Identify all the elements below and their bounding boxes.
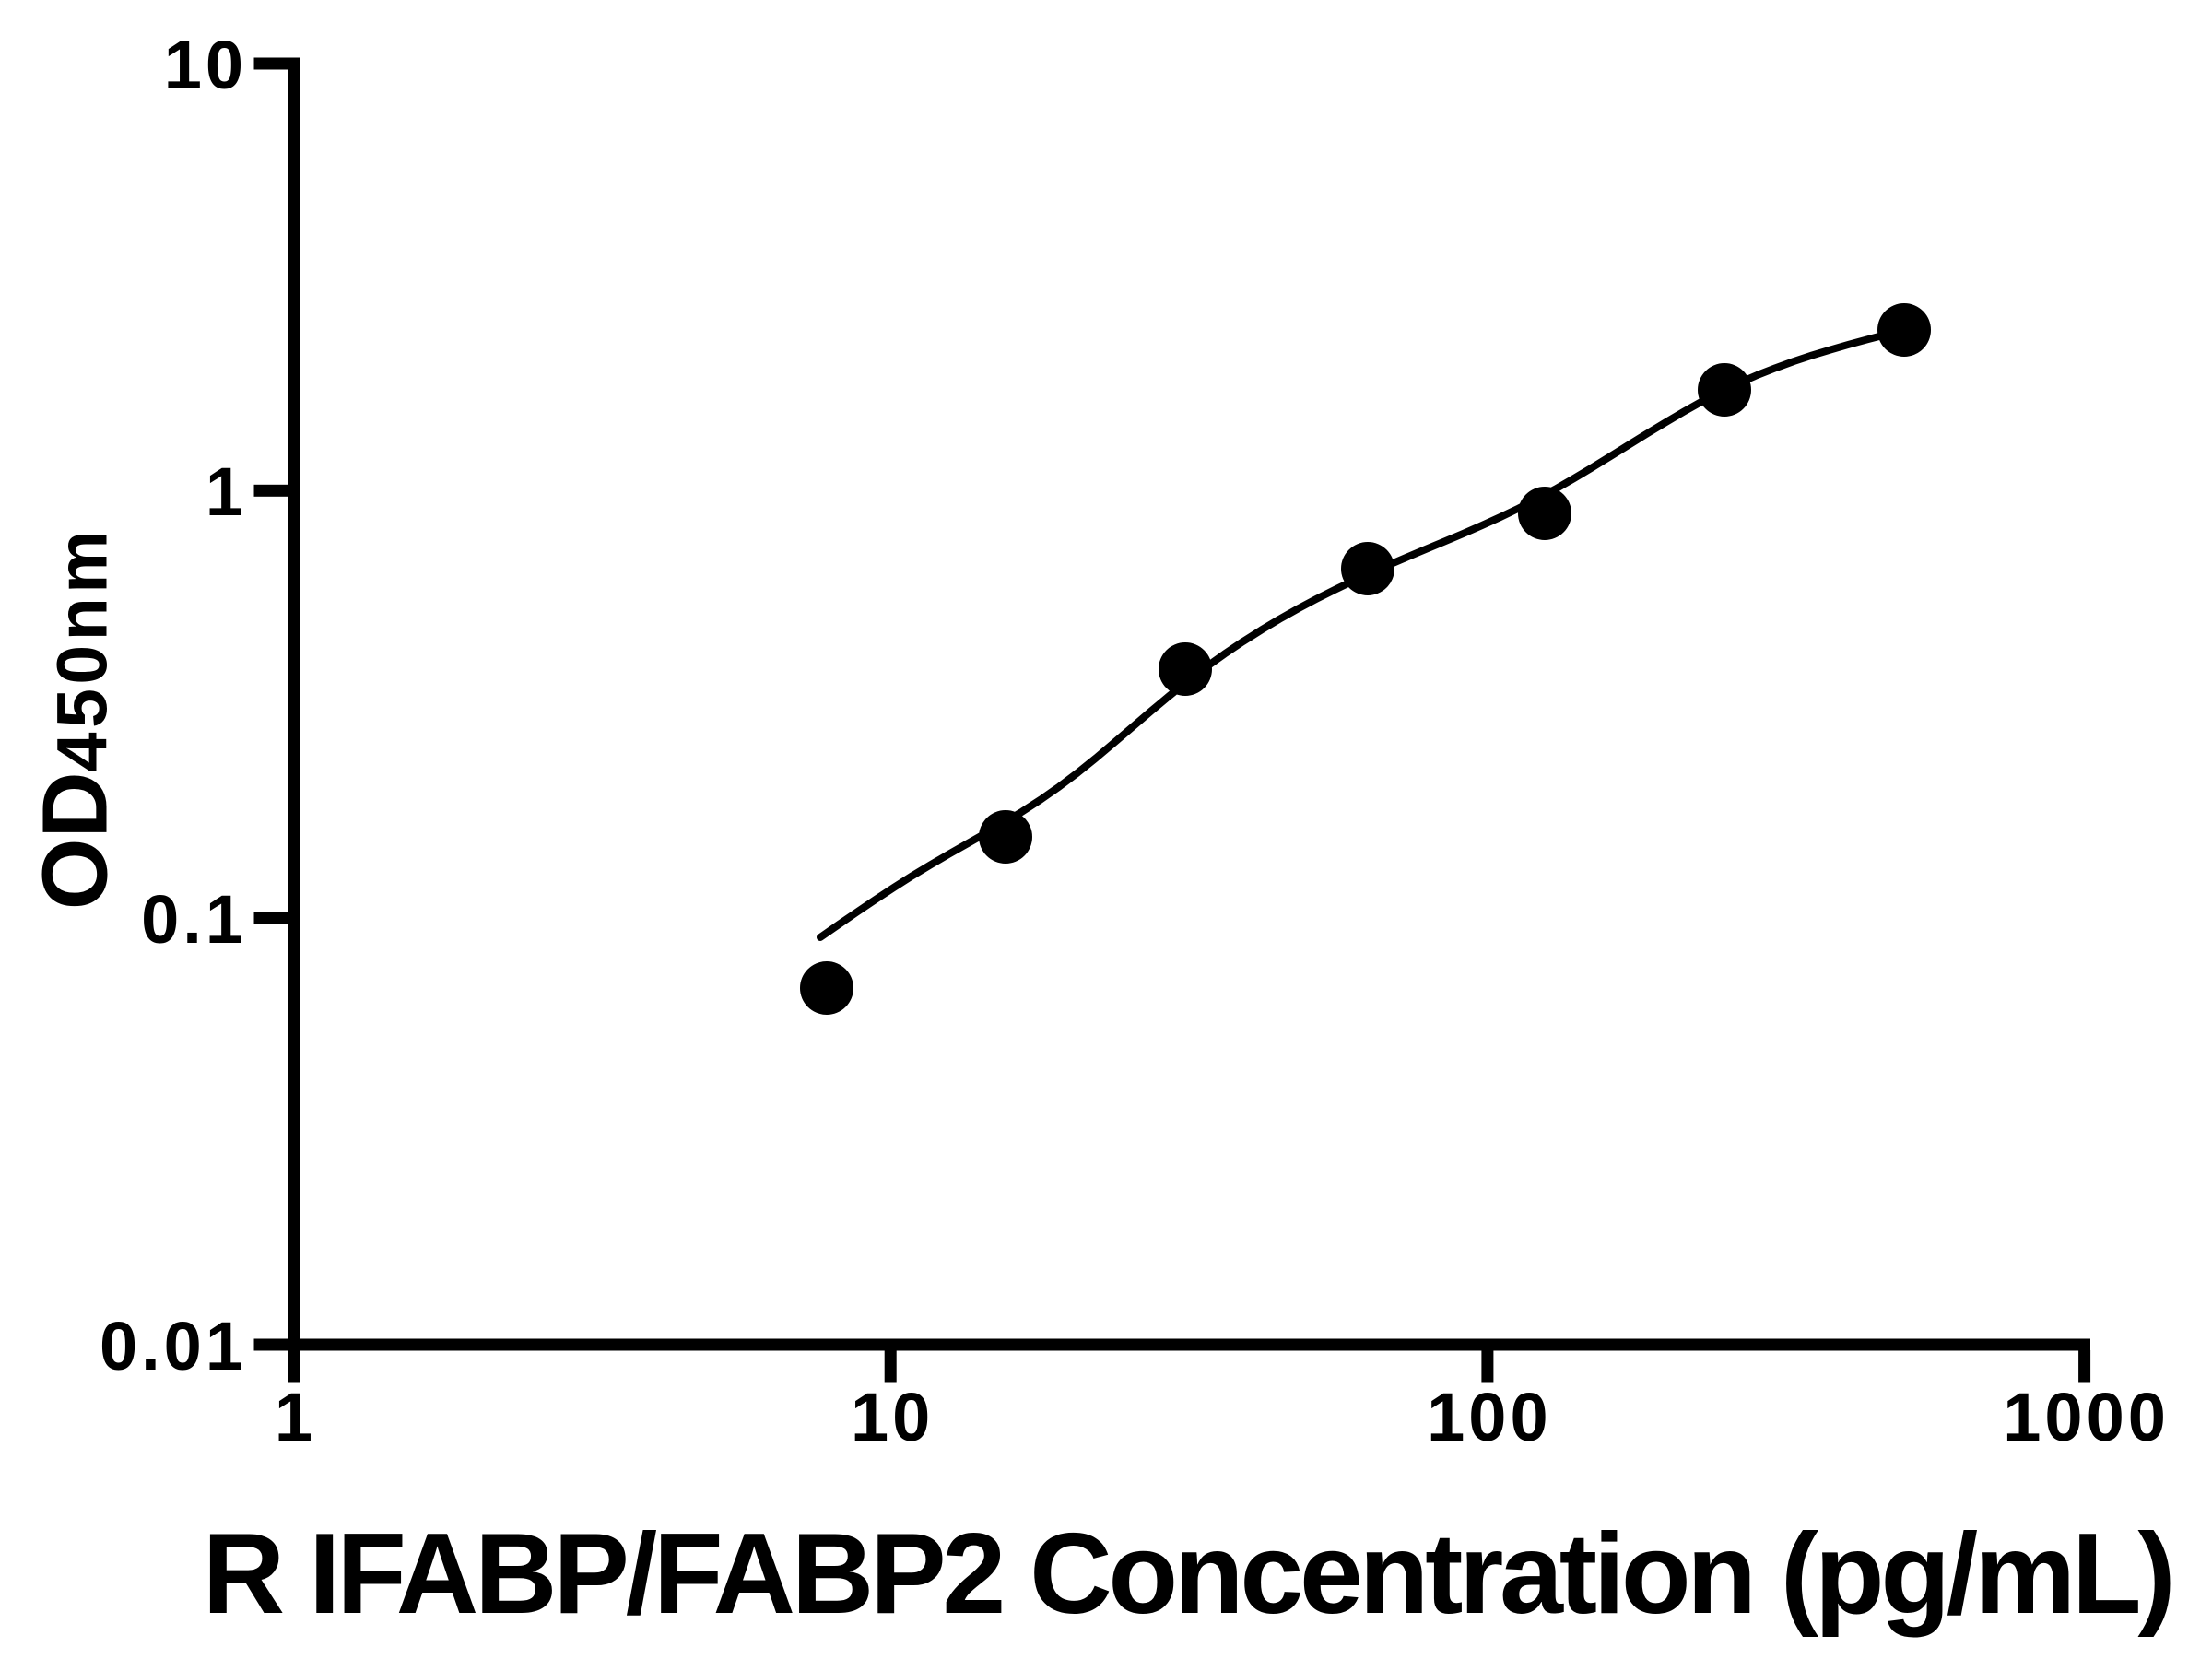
svg-text:R IFABP/FABP2 Concentration (p: R IFABP/FABP2 Concentration (pg/mL)	[203, 1511, 2172, 1638]
svg-text:10: 10	[164, 27, 247, 103]
svg-text:1: 1	[275, 1379, 316, 1455]
svg-text:100: 100	[1427, 1379, 1551, 1455]
svg-text:1: 1	[206, 453, 247, 530]
svg-text:0.1: 0.1	[141, 881, 247, 958]
svg-text:10: 10	[851, 1379, 934, 1455]
svg-text:0.01: 0.01	[100, 1308, 247, 1384]
svg-text:1000: 1000	[2003, 1379, 2170, 1455]
svg-text:OD450nm: OD450nm	[24, 526, 127, 910]
